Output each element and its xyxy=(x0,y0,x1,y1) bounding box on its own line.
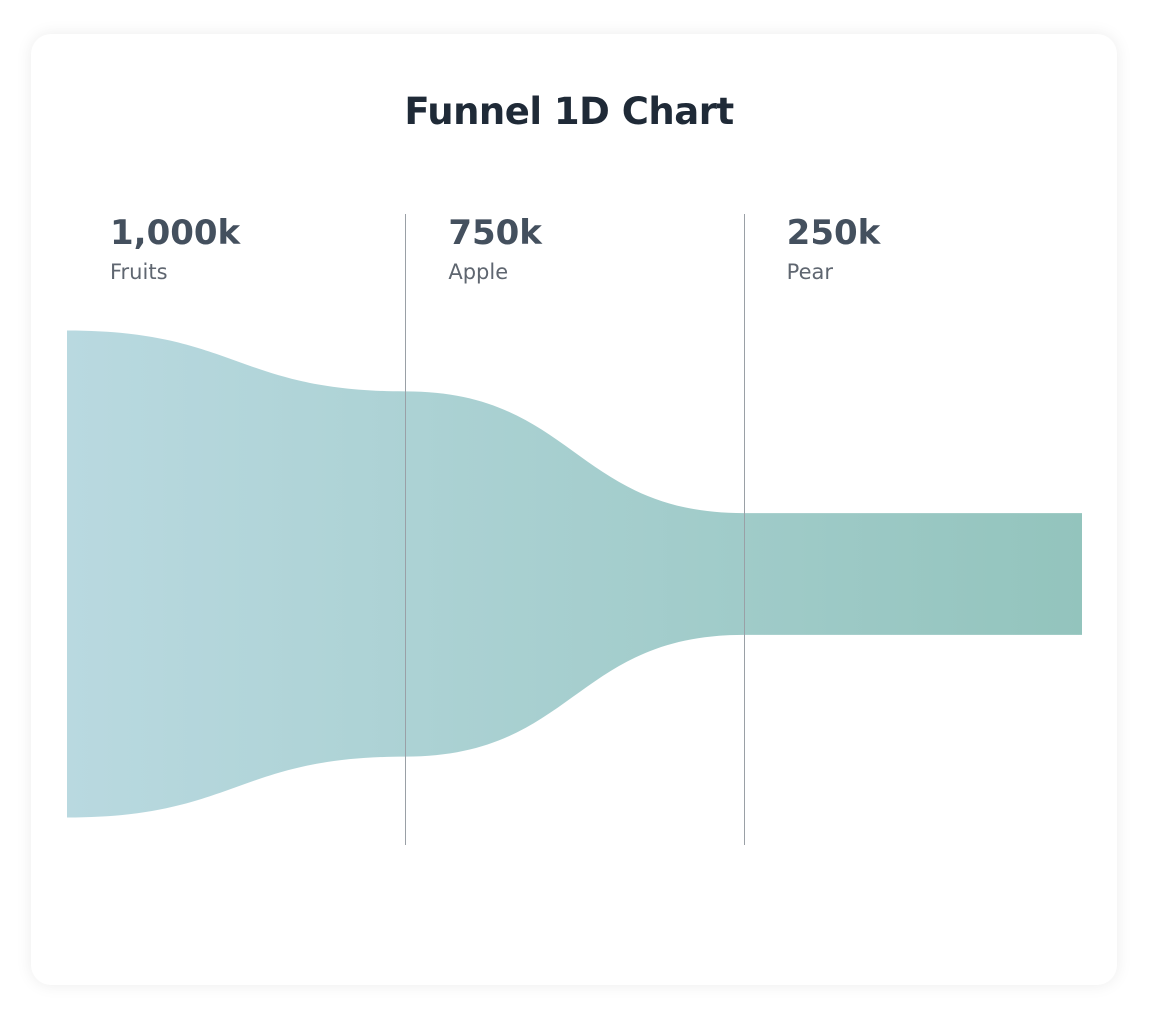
funnel-area xyxy=(67,330,1082,818)
stage-category-label: Fruits xyxy=(110,260,168,284)
chart-title: Funnel 1D Chart xyxy=(404,90,734,133)
stage-value-label: 750k xyxy=(448,213,543,253)
stage-category-label: Pear xyxy=(787,260,834,284)
stage-value-label: 250k xyxy=(787,213,882,253)
stage-value-label: 1,000k xyxy=(110,213,242,253)
stage-category-label: Apple xyxy=(448,260,508,284)
